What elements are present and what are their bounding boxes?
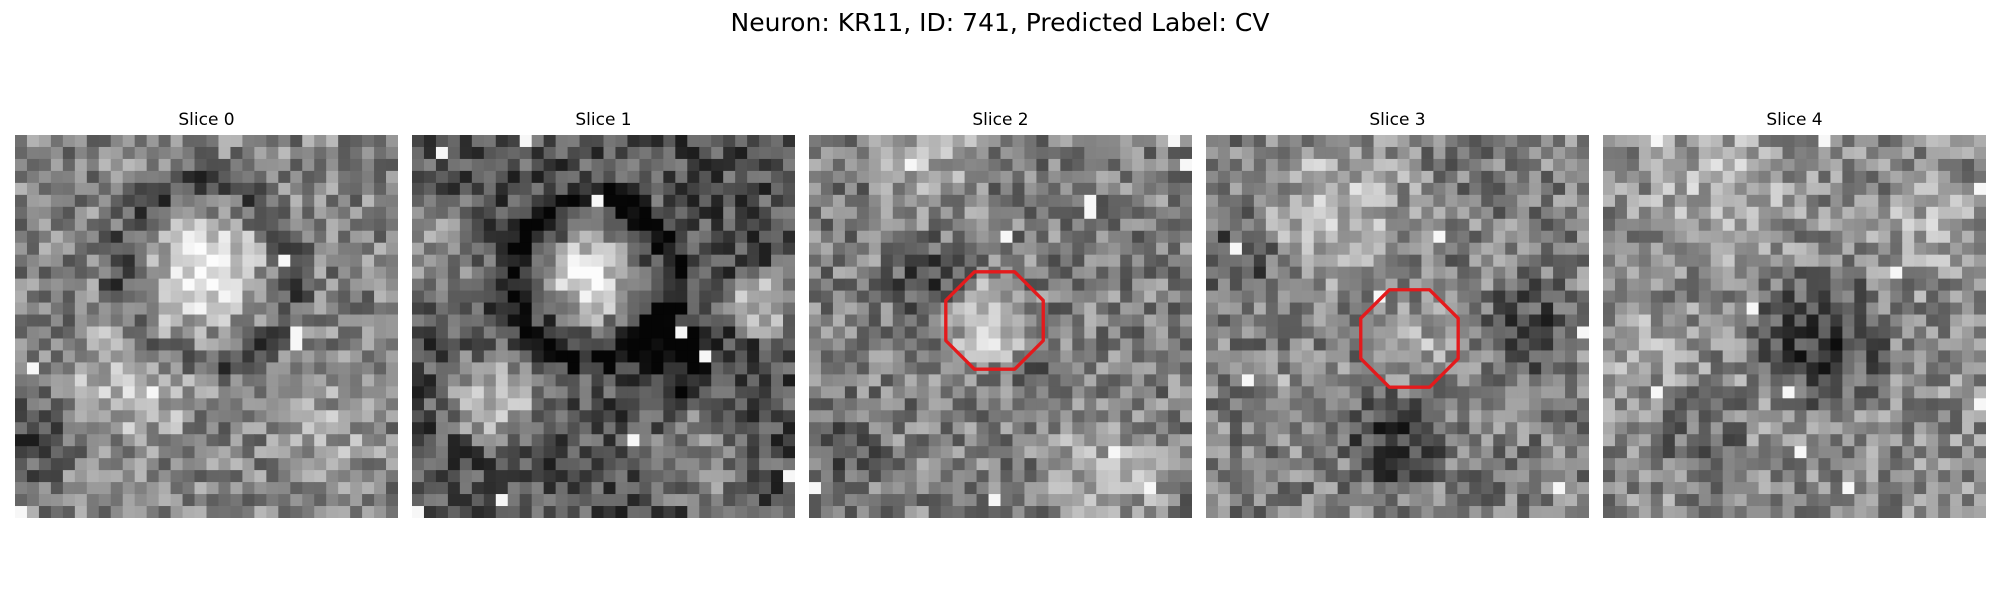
slice-image-2 bbox=[809, 135, 1192, 518]
slice-panel-4: Slice 4 bbox=[1603, 108, 1986, 518]
slice-image-0 bbox=[15, 135, 398, 518]
slice-title-0: Slice 0 bbox=[178, 110, 235, 130]
slice-title-2: Slice 2 bbox=[972, 110, 1029, 130]
slice-image-4 bbox=[1603, 135, 1986, 518]
slice-panel-3: Slice 3 bbox=[1206, 108, 1589, 518]
slice-panel-0: Slice 0 bbox=[15, 108, 398, 518]
slice-title-1: Slice 1 bbox=[575, 110, 632, 130]
slice-panel-2: Slice 2 bbox=[809, 108, 1192, 518]
slice-title-4: Slice 4 bbox=[1766, 110, 1823, 130]
slice-title-3: Slice 3 bbox=[1369, 110, 1426, 130]
roi-ring-2 bbox=[944, 270, 1045, 371]
slice-image-1 bbox=[412, 135, 795, 518]
figure-title: Neuron: KR11, ID: 741, Predicted Label: … bbox=[730, 8, 1270, 37]
slice-panel-1: Slice 1 bbox=[412, 108, 795, 518]
slice-image-3 bbox=[1206, 135, 1589, 518]
roi-ring-3 bbox=[1359, 288, 1460, 389]
